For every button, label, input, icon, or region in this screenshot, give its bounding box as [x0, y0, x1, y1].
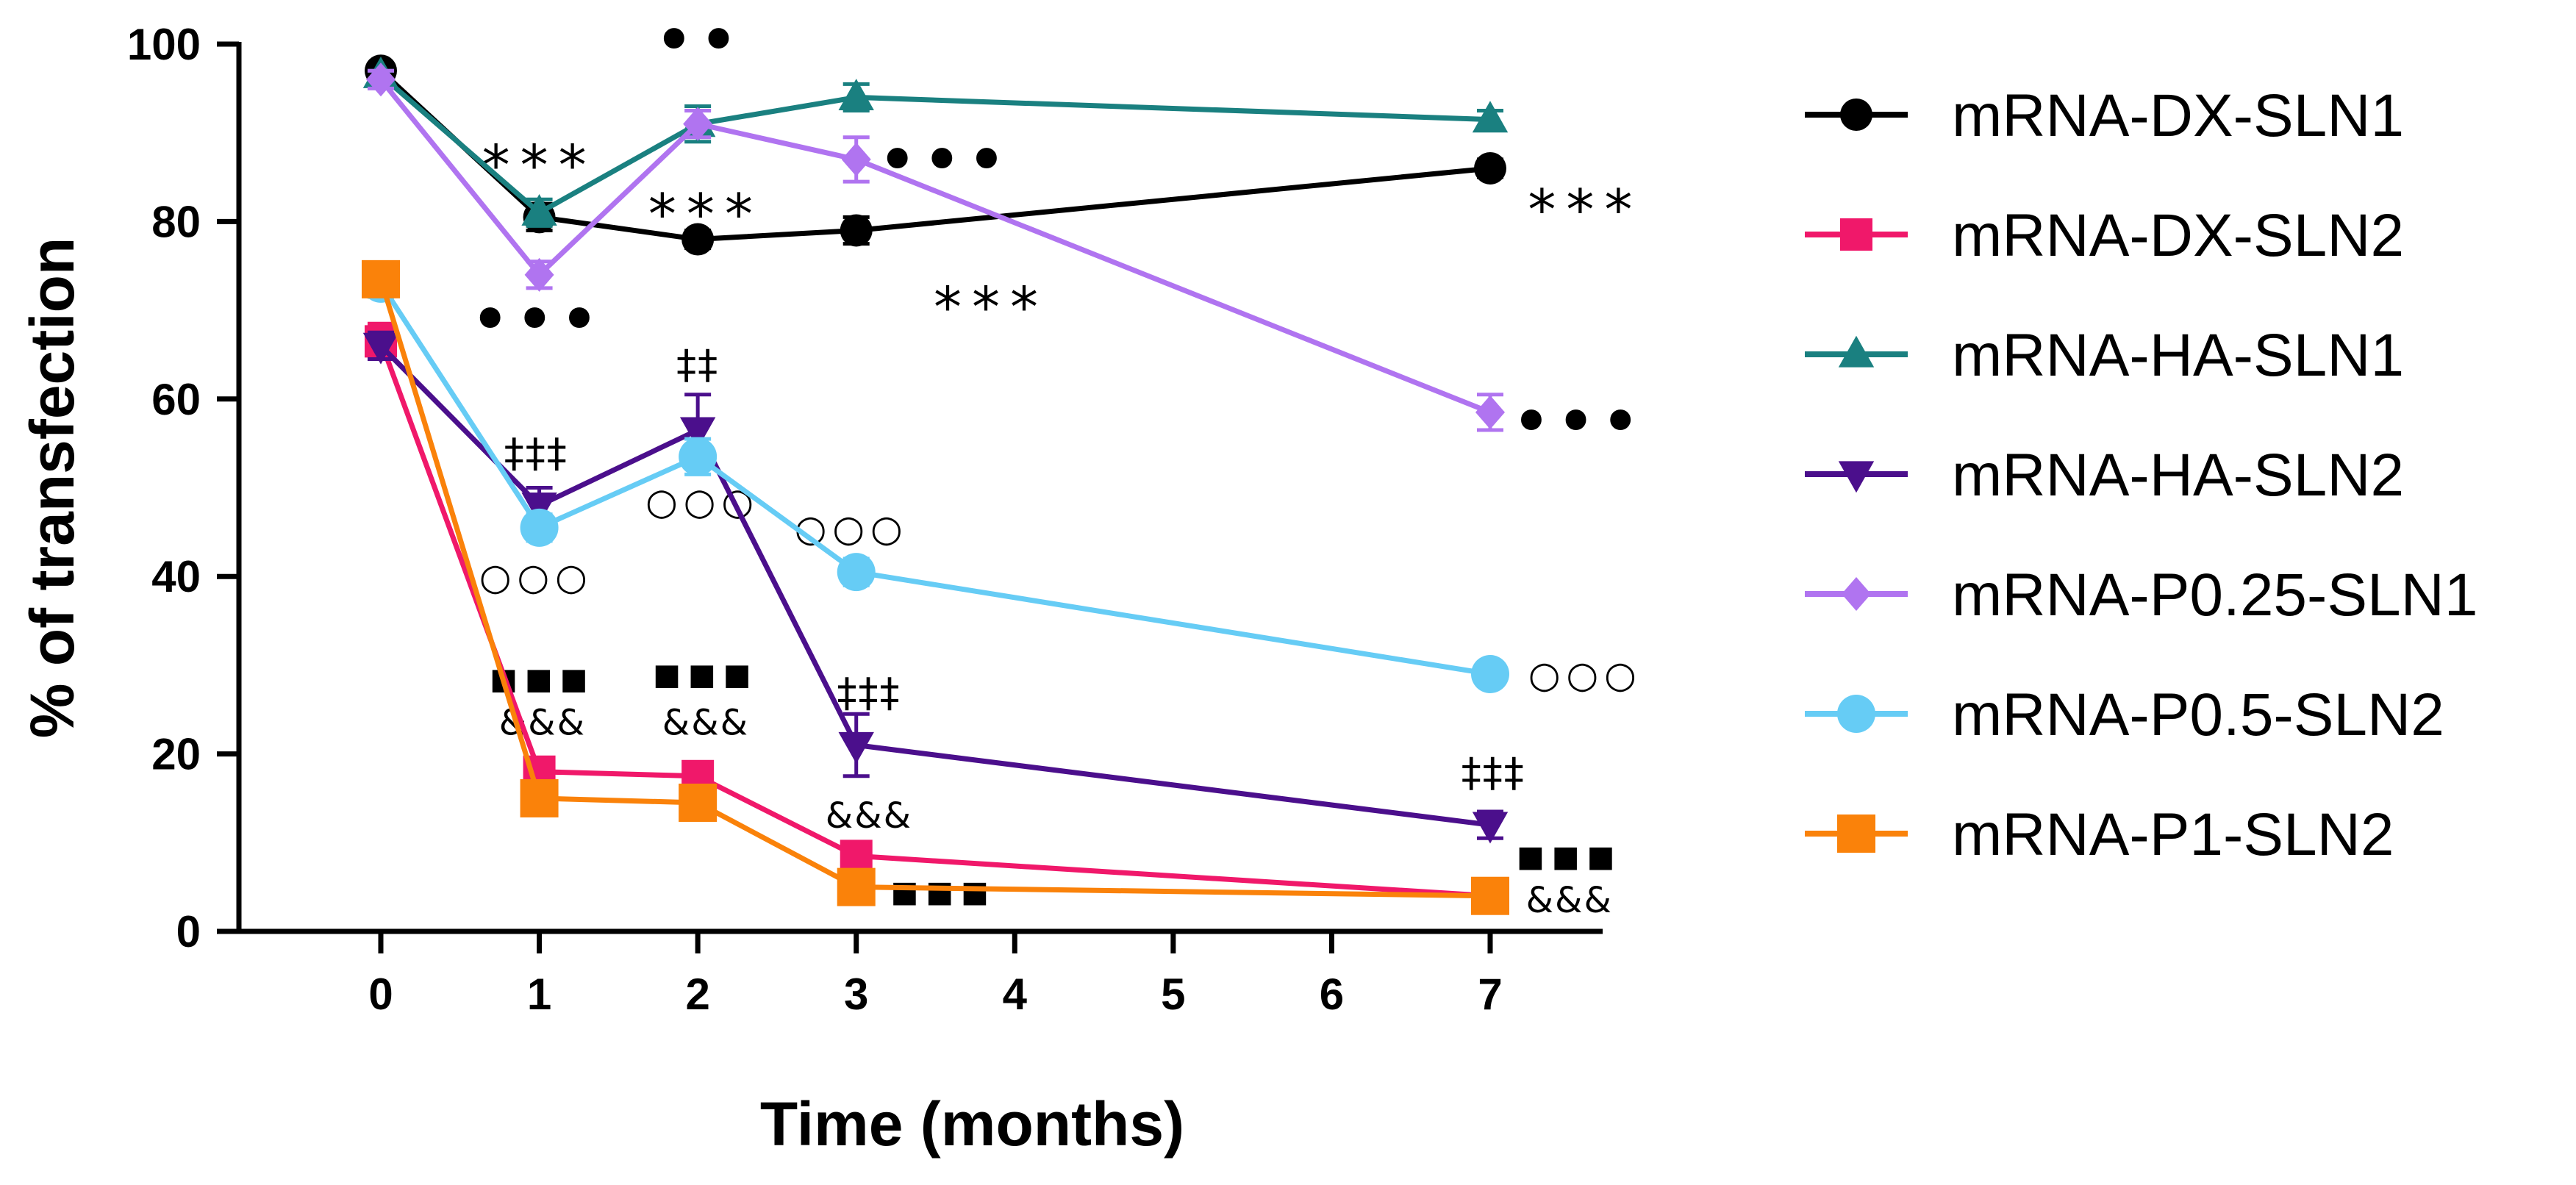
- legend-item: mRNA-DX-SLN2: [1805, 202, 2404, 269]
- data-point: [1471, 654, 1509, 693]
- annotation-dots-1: •••: [469, 279, 603, 361]
- series-mRNA-P0.25-SLN1: [366, 62, 1505, 432]
- data-point: [838, 79, 874, 111]
- legend-label: mRNA-HA-SLN1: [1952, 322, 2404, 389]
- annotation-amp-7: &&&: [1526, 880, 1613, 921]
- legend-item: mRNA-DX-SLN1: [1805, 82, 2404, 149]
- annotation-sq-7: ■■■: [1517, 839, 1622, 873]
- data-point: [366, 62, 396, 97]
- plot-series: [362, 54, 1509, 915]
- y-tick-label: 20: [151, 730, 201, 779]
- data-point: [520, 778, 559, 817]
- annotation-dd-2: ‡‡: [676, 342, 719, 388]
- legend-swatch-marker: [1840, 99, 1872, 131]
- annotation-dd-7: ‡‡‡: [1461, 750, 1525, 796]
- legend-swatch-marker: [1840, 218, 1872, 251]
- data-point: [1472, 101, 1509, 133]
- y-tick-label: 80: [151, 197, 201, 246]
- x-tick-label: 1: [527, 970, 551, 1019]
- data-point: [362, 332, 399, 365]
- data-point: [679, 417, 716, 449]
- data-point: [837, 867, 876, 906]
- x-axis-ticks: 0 1 2 3 4 5 6 7: [368, 931, 1503, 1019]
- x-axis-title: Time (months): [760, 1089, 1184, 1159]
- legend-item: mRNA-P1-SLN2: [1805, 801, 2394, 868]
- data-point: [1471, 876, 1509, 915]
- data-point: [841, 142, 871, 176]
- legend-item: mRNA-HA-SLN1: [1805, 322, 2404, 389]
- legend-label: mRNA-P1-SLN2: [1952, 801, 2394, 868]
- annotation-amp-2: &&&: [662, 702, 749, 743]
- series-mRNA-P1-SLN2: [362, 259, 1509, 915]
- annotation-dots-7: •••: [1511, 381, 1645, 463]
- annotation-sq-3: ■■■: [891, 876, 996, 909]
- y-tick-label: 0: [176, 907, 201, 956]
- series-mRNA-DX-SLN2: [365, 321, 1506, 912]
- annotation-dots-2: ••: [654, 0, 743, 82]
- data-point: [683, 107, 713, 141]
- legend-item: mRNA-P0.5-SLN2: [1805, 681, 2444, 748]
- series-mRNA-HA-SLN2: [362, 330, 1509, 844]
- annotation-circ-7: ○○○: [1528, 654, 1642, 696]
- legend-swatch-marker: [1837, 815, 1875, 853]
- data-point: [838, 731, 874, 764]
- legend-swatch-marker: [1837, 695, 1875, 733]
- legend-label: mRNA-DX-SLN2: [1952, 202, 2404, 269]
- annotation-dd-1: ‡‡‡: [504, 430, 568, 476]
- legend-swatch-marker: [1838, 461, 1875, 493]
- data-point: [679, 437, 718, 476]
- data-point: [681, 223, 715, 256]
- y-axis-ticks: 0 20 40 60 80 100: [127, 20, 239, 956]
- annotation-circ-1: ○○○: [479, 556, 593, 598]
- x-tick-label: 5: [1161, 970, 1185, 1019]
- y-tick-label: 60: [151, 375, 201, 424]
- annotation-dots-3: •••: [876, 119, 1010, 201]
- legend-swatch-marker: [1838, 335, 1875, 368]
- data-point: [362, 259, 400, 298]
- data-point: [520, 508, 559, 547]
- data-point: [840, 839, 873, 873]
- annotation-amp-3: &&&: [826, 795, 912, 837]
- legend-label: mRNA-P0.5-SLN2: [1952, 681, 2444, 748]
- annotation-dd-3: ‡‡‡: [837, 670, 901, 716]
- data-point: [1472, 812, 1509, 844]
- data-point: [521, 493, 557, 524]
- data-point: [679, 783, 718, 822]
- data-point: [521, 194, 557, 226]
- y-tick-label: 100: [127, 20, 201, 69]
- annotation-star-3: ***: [934, 274, 1048, 340]
- data-point: [837, 553, 876, 592]
- y-tick-label: 40: [151, 552, 201, 601]
- x-tick-label: 7: [1478, 970, 1502, 1019]
- annotation-circ-3: ○○○: [795, 507, 909, 550]
- x-tick-label: 2: [685, 970, 709, 1019]
- x-tick-label: 4: [1003, 970, 1028, 1019]
- annotation-star-7: ***: [1528, 176, 1642, 242]
- legend-swatch-marker: [1842, 577, 1871, 611]
- legend-label: mRNA-DX-SLN1: [1952, 82, 2404, 149]
- data-point: [1475, 395, 1505, 429]
- data-point: [1474, 151, 1506, 185]
- annotation-star-1: ***: [482, 132, 597, 198]
- legend-label: mRNA-HA-SLN2: [1952, 442, 2404, 509]
- legend-item: mRNA-HA-SLN2: [1805, 442, 2404, 509]
- significance-annotations: *** ••• ‡‡‡ ○○○ ■■■ &&& •• *** ‡‡ ○○○ ■■■ &&& ••• ***…: [469, 0, 1645, 921]
- x-tick-label: 0: [368, 970, 393, 1019]
- x-tick-label: 3: [844, 970, 868, 1019]
- legend-label: mRNA-P0.25-SLN1: [1952, 562, 2477, 629]
- data-point: [524, 257, 554, 292]
- x-tick-label: 6: [1320, 970, 1344, 1019]
- y-axis-title: % of transfection: [18, 237, 87, 738]
- data-point: [840, 214, 873, 247]
- annotation-sq-2: ■■■: [653, 658, 758, 692]
- legend-item: mRNA-P0.25-SLN1: [1805, 562, 2477, 629]
- legend: mRNA-DX-SLN1 mRNA-DX-SLN2 mRNA-HA-SLN1 mRNA…: [1805, 82, 2477, 868]
